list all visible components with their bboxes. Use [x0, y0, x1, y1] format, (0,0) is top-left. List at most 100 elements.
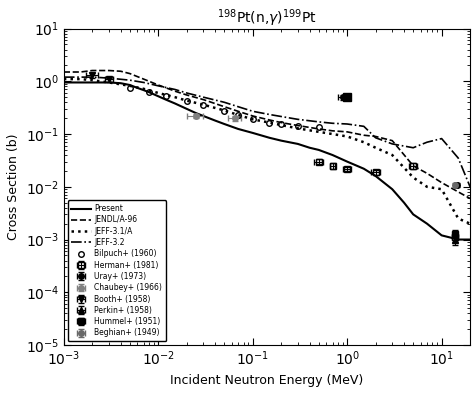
- JENDL/A-96: [409, 164, 415, 168]
- JENDL/A-96: [294, 123, 300, 128]
- Present: [84, 80, 89, 85]
- JENDL/A-96: [69, 70, 74, 74]
- X-axis label: Incident Neutron Energy (MeV): Incident Neutron Energy (MeV): [170, 374, 363, 387]
- Present: [127, 83, 132, 87]
- JEFF-3.2: [200, 95, 206, 100]
- JENDL/A-96: [344, 130, 349, 134]
- JEFF-3.1/A: [89, 78, 95, 82]
- JEFF-3.2: [127, 78, 132, 82]
- Bilpuch+ (1960): [249, 117, 255, 122]
- Present: [69, 80, 74, 85]
- JENDL/A-96: [140, 77, 146, 82]
- JEFF-3.2: [344, 122, 349, 126]
- Present: [329, 152, 335, 157]
- Present: [61, 80, 67, 85]
- JEFF-3.1/A: [294, 126, 300, 131]
- JEFF-3.2: [360, 124, 366, 129]
- JEFF-3.2: [438, 136, 444, 141]
- Bilpuch+ (1960): [163, 94, 169, 98]
- Bilpuch+ (1960): [266, 120, 272, 125]
- JEFF-3.1/A: [372, 145, 377, 150]
- JEFF-3.2: [183, 91, 189, 95]
- Present: [266, 136, 272, 140]
- Present: [172, 101, 178, 106]
- Present: [106, 80, 111, 85]
- JEFF-3.1/A: [423, 184, 429, 189]
- Bilpuch+ (1960): [183, 99, 189, 104]
- Present: [344, 159, 349, 164]
- JENDL/A-96: [423, 171, 429, 176]
- Present: [455, 237, 460, 242]
- JENDL/A-96: [278, 120, 283, 125]
- JEFF-3.1/A: [106, 80, 111, 85]
- JEFF-3.2: [372, 136, 377, 140]
- Line: Bilpuch+ (1960): Bilpuch+ (1960): [127, 85, 321, 130]
- JEFF-3.2: [388, 141, 394, 146]
- JEFF-3.1/A: [388, 152, 394, 157]
- JEFF-3.2: [89, 75, 95, 80]
- JEFF-3.2: [78, 75, 83, 80]
- Present: [438, 233, 444, 238]
- Present: [200, 113, 206, 118]
- Present: [400, 200, 406, 205]
- Present: [423, 221, 429, 226]
- Line: Present: Present: [64, 82, 469, 240]
- JENDL/A-96: [372, 134, 377, 139]
- Present: [89, 80, 95, 85]
- Present: [409, 212, 415, 217]
- JEFF-3.1/A: [409, 175, 415, 180]
- JENDL/A-96: [329, 128, 335, 133]
- Bilpuch+ (1960): [294, 123, 300, 128]
- JEFF-3.2: [69, 75, 74, 80]
- JEFF-3.1/A: [360, 140, 366, 145]
- JEFF-3.2: [155, 84, 161, 88]
- JEFF-3.1/A: [140, 86, 146, 91]
- JEFF-3.1/A: [266, 120, 272, 125]
- JEFF-3.1/A: [344, 134, 349, 139]
- Y-axis label: Cross Section (b): Cross Section (b): [7, 134, 20, 240]
- JEFF-3.1/A: [438, 187, 444, 191]
- Present: [249, 130, 255, 135]
- Present: [193, 111, 198, 115]
- JEFF-3.1/A: [200, 102, 206, 107]
- JEFF-3.1/A: [249, 117, 255, 122]
- JENDL/A-96: [155, 83, 161, 87]
- JENDL/A-96: [183, 93, 189, 97]
- Bilpuch+ (1960): [146, 90, 152, 95]
- JENDL/A-96: [118, 69, 123, 74]
- JEFF-3.2: [266, 112, 272, 117]
- JEFF-3.1/A: [315, 130, 321, 134]
- Present: [278, 138, 283, 143]
- JEFF-3.1/A: [235, 113, 240, 117]
- Present: [118, 81, 123, 85]
- Bilpuch+ (1960): [235, 113, 240, 117]
- JEFF-3.2: [221, 100, 227, 105]
- Bilpuch+ (1960): [278, 122, 283, 126]
- JEFF-3.1/A: [78, 77, 83, 82]
- JENDL/A-96: [466, 196, 472, 201]
- JENDL/A-96: [388, 138, 394, 143]
- JEFF-3.2: [409, 145, 415, 150]
- JENDL/A-96: [89, 68, 95, 73]
- JEFF-3.2: [235, 104, 240, 109]
- JEFF-3.2: [294, 117, 300, 122]
- Present: [78, 80, 83, 85]
- JEFF-3.1/A: [455, 216, 460, 221]
- JEFF-3.1/A: [278, 123, 283, 127]
- JENDL/A-96: [235, 109, 240, 113]
- JEFF-3.2: [278, 114, 283, 119]
- Line: JEFF-3.1/A: JEFF-3.1/A: [64, 79, 469, 224]
- Present: [360, 166, 366, 171]
- JENDL/A-96: [172, 89, 178, 93]
- JENDL/A-96: [106, 68, 111, 73]
- JENDL/A-96: [360, 133, 366, 138]
- Bilpuch+ (1960): [200, 103, 206, 108]
- JEFF-3.2: [61, 75, 67, 80]
- JEFF-3.2: [455, 156, 460, 160]
- Bilpuch+ (1960): [127, 85, 132, 90]
- JENDL/A-96: [249, 113, 255, 118]
- JEFF-3.2: [466, 184, 472, 189]
- Present: [466, 237, 472, 242]
- Line: JENDL/A-96: JENDL/A-96: [64, 71, 469, 199]
- JENDL/A-96: [455, 190, 460, 194]
